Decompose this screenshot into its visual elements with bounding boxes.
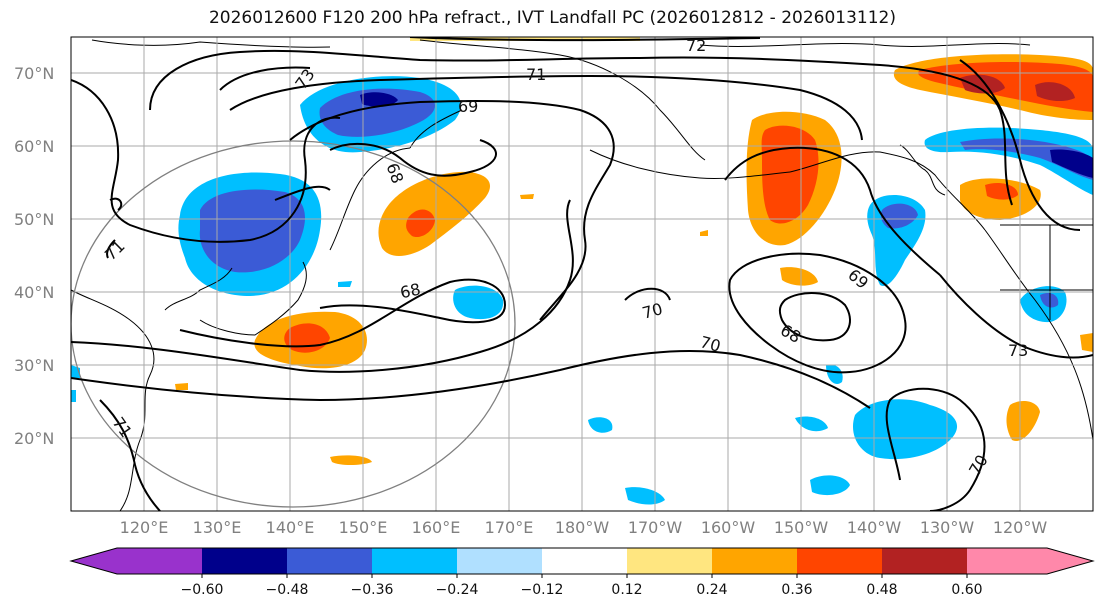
contour-label: 70 [640,299,665,323]
lon-label: 140°E [266,518,315,537]
colorbar-cell [627,548,712,574]
contour-label: 71 [526,65,546,84]
colorbar-tick: −0.48 [266,582,309,598]
lon-label: 160°E [412,518,461,537]
lat-label: 30°N [14,356,54,375]
colorbar-tick: 0.60 [951,582,982,598]
colorbar-cell [372,548,457,574]
lon-label: 150°W [774,518,829,537]
lon-label: 150°E [339,518,388,537]
contour-label: 72 [686,36,706,55]
range-circle [71,140,516,508]
colorbar-cell [202,548,287,574]
colorbar-tick: −0.24 [436,582,479,598]
lon-label: 160°W [701,518,756,537]
colorbar-tick: −0.12 [521,582,564,598]
colorbar-cell [797,548,882,574]
lon-label: 120°E [120,518,169,537]
colorbar-tick: 0.12 [611,582,642,598]
lon-label: 170°W [628,518,683,537]
colorbar-cell [1047,548,1093,574]
lon-label: 130°E [193,518,242,537]
lat-label: 70°N [14,64,54,83]
lat-label: 20°N [14,429,54,448]
colorbar-cell [457,548,542,574]
colorbar-cell [71,548,117,574]
lon-label: 140°W [847,518,902,537]
negative-anomaly-subtropics [852,399,958,460]
colorbar-tick: 0.48 [866,582,897,598]
lon-label: 170°E [485,518,534,537]
lat-label: 50°N [14,210,54,229]
colorbar-cell [712,548,797,574]
contour-label: 70 [698,332,723,356]
map-panel: 72 73 71 69 69 68 71 68 70 70 68 69 73 7… [71,36,1093,511]
latitude-labels: 70°N 60°N 50°N 40°N 30°N 20°N [14,64,54,448]
map-title: 2026012600 F120 200 hPa refract., IVT La… [208,8,896,28]
lat-label: 60°N [14,137,54,156]
positive-anomaly-kuril [378,171,490,256]
refractivity-contours [71,37,1093,511]
gridlines [71,37,1093,511]
contour-label: 69 [458,97,478,116]
lon-label: 120°W [993,518,1048,537]
lon-label: 180°W [555,518,610,537]
colorbar-cell [542,548,627,574]
colorbar-cell [117,548,202,574]
contour-label: 73 [1008,341,1028,360]
longitude-labels: 120°E 130°E 140°E 150°E 160°E 170°E 180°… [120,518,1048,537]
colorbar: −0.60 −0.48 −0.36 −0.24 −0.12 0.12 0.24 … [69,547,1095,598]
colorbar-cell [287,548,372,574]
colorbar-tick: 0.36 [781,582,812,598]
colorbar-tick: 0.24 [696,582,727,598]
colorbar-cell [967,548,1047,574]
contour-label: 68 [398,279,422,302]
colorbar-cell [882,548,967,574]
colorbar-tick: −0.36 [351,582,394,598]
lon-label: 130°W [920,518,975,537]
lat-label: 40°N [14,283,54,302]
colorbar-tick: −0.60 [181,582,224,598]
